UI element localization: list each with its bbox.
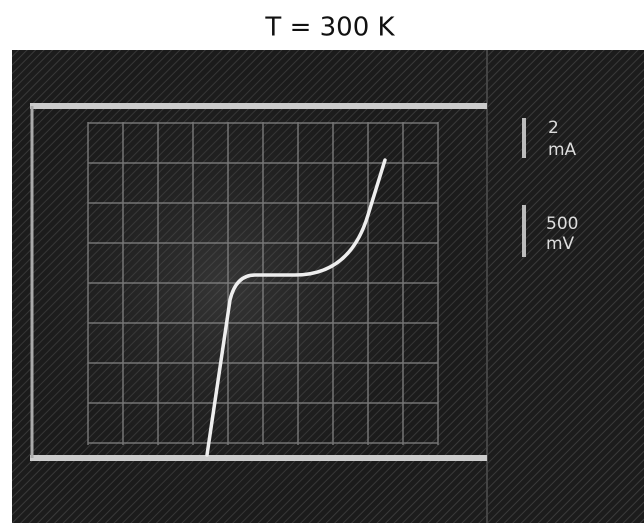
oscilloscope-photo: T = 300 K 2 mA 500 mV xyxy=(0,0,644,523)
page: {"title": "T = 300 K", "scale_labels": [… xyxy=(0,0,644,523)
screen-glow xyxy=(12,50,487,523)
scale-unit: mV xyxy=(546,234,575,254)
scale-value: 2 xyxy=(548,118,559,138)
scale-value: 500 xyxy=(546,214,578,234)
scale-unit: mA xyxy=(548,140,577,160)
title: T = 300 K xyxy=(264,13,395,43)
